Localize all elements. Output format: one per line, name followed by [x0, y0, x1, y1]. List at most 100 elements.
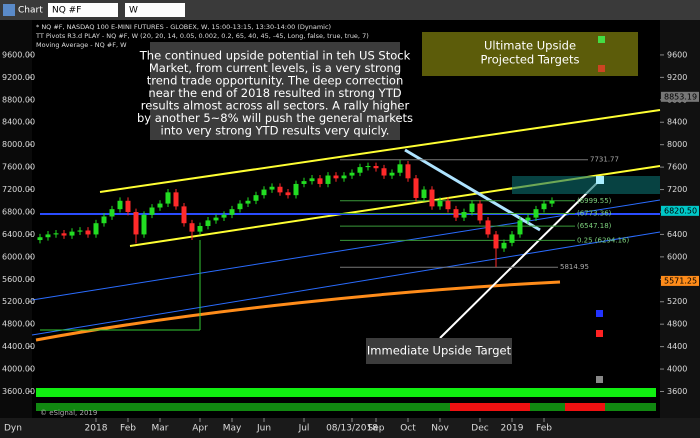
y2-tick-label: 7200	[667, 185, 687, 194]
candle-body	[37, 237, 43, 241]
annotation-box	[150, 42, 400, 140]
annotation-line: The continued upside potential in teh US…	[139, 49, 411, 63]
candle-body	[77, 230, 83, 232]
y2-tick-label: 4800	[667, 320, 687, 329]
candle-body	[125, 200, 131, 212]
candle-body	[437, 200, 443, 207]
targets-label: Projected Targets	[481, 53, 580, 67]
y-tick-label: 8800.00	[2, 95, 35, 104]
y2-tick-label: 6400	[667, 230, 687, 239]
candle-body	[517, 220, 523, 235]
candle-body	[277, 186, 283, 193]
x-tick-label: Oct	[400, 424, 416, 434]
level-label: (6999.55)	[577, 197, 612, 205]
y-tick-label: 4800.00	[2, 320, 35, 329]
candle-body	[69, 231, 75, 236]
candle-body	[365, 165, 371, 168]
candle-body	[413, 178, 419, 198]
x-tick-label: 2018	[85, 424, 108, 434]
symbol-box[interactable]	[48, 3, 118, 17]
candle-body	[461, 211, 467, 218]
candle-body	[157, 203, 163, 208]
y2-tick-label: 8000	[667, 140, 687, 149]
window-title: Chart	[18, 6, 43, 16]
price-tag	[661, 91, 699, 102]
interval-box[interactable]	[125, 3, 185, 17]
x-tick-label: Jun	[256, 424, 271, 434]
target-marker	[596, 310, 603, 317]
candle-body	[389, 172, 395, 176]
candle-body	[341, 175, 347, 179]
candle-body	[269, 186, 275, 190]
x-tick-label: 08/13/2018	[326, 424, 378, 434]
candle-body	[525, 217, 531, 221]
candle-body	[133, 211, 139, 235]
copyright: © eSignal, 2019	[40, 409, 97, 417]
y2-tick-label: 9200	[667, 73, 687, 82]
x-tick-label: Dec	[471, 424, 488, 434]
annotation-line: results almost across all sectors. A ral…	[141, 99, 410, 113]
candle-body	[213, 217, 219, 221]
candle-body	[477, 203, 483, 221]
candle-body	[333, 175, 339, 179]
study-header: * NQ #F, NASDAQ 100 E-MINI FUTURES - GLO…	[36, 23, 331, 31]
candle-body	[405, 164, 411, 179]
y-tick-label: 6000.00	[2, 252, 35, 261]
y-tick-label: 9200.00	[2, 73, 35, 82]
price-tag-label: 5571.25	[664, 276, 697, 285]
candle-body	[245, 200, 251, 204]
candle-body	[101, 216, 107, 224]
candle-body	[485, 220, 491, 235]
y-tick-label: 8000.00	[2, 140, 35, 149]
indicator-band	[36, 388, 656, 397]
price-tag-label: 6820.50	[664, 206, 697, 215]
y2-tick-label: 3600	[667, 387, 687, 396]
candle-body	[229, 209, 235, 215]
y2-tick-label: 7600	[667, 163, 687, 172]
candle-body	[221, 214, 227, 218]
x-tick-label: Sep	[368, 424, 385, 434]
candle-body	[549, 200, 555, 204]
target-marker	[596, 176, 604, 184]
target-marker	[596, 376, 603, 383]
x-tick-label: May	[223, 424, 242, 434]
candle-body	[421, 189, 427, 198]
y2-tick-label: 5200	[667, 297, 687, 306]
candle-body	[541, 203, 547, 210]
price-tag-label: 8853.19	[664, 92, 697, 101]
price-axis	[660, 20, 700, 418]
y-tick-label: 5600.00	[2, 275, 35, 284]
chart-icon	[3, 4, 15, 16]
candle-body	[141, 214, 147, 235]
candle-body	[61, 233, 67, 236]
symbol[interactable]: NQ #F	[52, 6, 81, 16]
price-tag	[661, 275, 699, 286]
candle-body	[197, 226, 203, 232]
candle-body	[317, 178, 323, 184]
candle-body	[373, 165, 379, 169]
y2-tick-label: 6000	[667, 252, 687, 261]
candle-body	[453, 209, 459, 218]
interval[interactable]: W	[129, 6, 138, 16]
candle-body	[293, 183, 299, 196]
candle-body	[93, 223, 99, 235]
y-tick-label: 4400.00	[2, 342, 35, 351]
candle-body	[53, 233, 59, 235]
y-tick-label: 4000.00	[2, 365, 35, 374]
candle-body	[253, 195, 259, 201]
candle-body	[285, 192, 291, 196]
study-header: Moving Average - NQ #F, W	[36, 41, 127, 49]
targets-label: Ultimate Upside	[484, 39, 576, 53]
y2-tick-label: 4400	[667, 342, 687, 351]
indicator-band	[36, 403, 656, 411]
indicator-band	[450, 403, 530, 411]
dyn-button[interactable]: Dyn	[4, 424, 22, 434]
candle-body	[381, 168, 387, 176]
y-tick-label: 7600.00	[2, 163, 35, 172]
y-tick-label: 8400.00	[2, 118, 35, 127]
target-marker	[598, 36, 605, 43]
study-header: TT Pivots R3.d PLAY - NQ #F, W (20, 20, …	[35, 32, 369, 40]
y-tick-label: 7200.00	[2, 185, 35, 194]
x-tick-label: Feb	[120, 424, 136, 434]
